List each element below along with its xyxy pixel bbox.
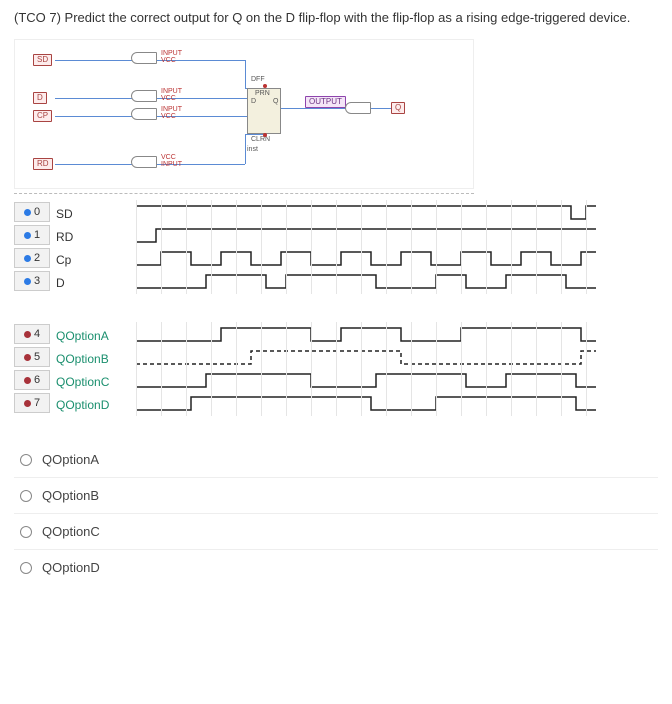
dot-prn [263,84,267,88]
pin-d: D [33,92,47,104]
vcc-box-3 [131,156,157,168]
answer-option-QOptionD[interactable]: QOptionD [14,550,658,585]
input-badge-1: 1 [14,225,50,245]
ff-dff-label: DFF [251,76,265,83]
output-label-QOptionD: QOptionD [56,395,136,415]
radio-QOptionD[interactable] [20,562,32,574]
wire-sd-down [245,60,246,88]
question-text: (TCO 7) Predict the correct output for Q… [14,10,658,25]
input-badge-0: 0 [14,202,50,222]
answer-label-QOptionD: QOptionD [42,560,100,575]
wave-D [136,271,658,291]
dot-clrn [263,133,267,137]
vcc-box-0 [131,52,157,64]
output-waves [136,324,658,416]
ff-q-label: Q [273,98,278,105]
vcc-label-0: INPUTVCC [161,50,182,64]
output-port-label: OUTPUT [305,96,346,108]
vcc-label-2: INPUTVCC [161,106,182,120]
input-label-SD: SD [56,204,136,224]
ff-inst-label: inst [247,146,258,153]
answer-options: QOptionA QOptionB QOptionC QOptionD [14,442,658,585]
wire-rd-into-clrn [245,134,263,135]
output-badges: 4 5 6 7 [14,324,56,416]
radio-QOptionC[interactable] [20,526,32,538]
output-signals-group: 4 5 6 7 QOptionA QOptionB QOptionC QOptionD [14,324,658,418]
vcc-label-1: INPUTVCC [161,88,182,102]
input-label-Cp: Cp [56,250,136,270]
input-signals-group: 0 1 2 3 SD RD Cp D [14,202,658,296]
input-waves [136,202,658,294]
input-labels: SD RD Cp D [56,202,136,296]
answer-label-QOptionA: QOptionA [42,452,99,467]
input-label-RD: RD [56,227,136,247]
wave-QOptionA [136,324,658,344]
answer-option-QOptionB[interactable]: QOptionB [14,478,658,514]
pin-sd: SD [33,54,52,66]
wave-Cp [136,248,658,268]
wave-QOptionC [136,370,658,390]
output-badge-4: 4 [14,324,50,344]
wire-rd-up [245,134,246,164]
wave-QOptionD [136,393,658,413]
answer-label-QOptionB: QOptionB [42,488,99,503]
input-label-D: D [56,273,136,293]
output-label-QOptionC: QOptionC [56,372,136,392]
output-badge-6: 6 [14,370,50,390]
radio-QOptionA[interactable] [20,454,32,466]
answer-option-QOptionC[interactable]: QOptionC [14,514,658,550]
wave-QOptionB [136,347,658,367]
input-badges: 0 1 2 3 [14,202,56,294]
wave-SD [136,202,658,222]
output-label-QOptionB: QOptionB [56,349,136,369]
radio-QOptionB[interactable] [20,490,32,502]
pin-q-out: Q [391,102,405,114]
input-badge-3: 3 [14,271,50,291]
out-buffer [345,102,371,114]
ff-clrn-label: CLRN [251,136,270,143]
output-label-QOptionA: QOptionA [56,326,136,346]
wave-RD [136,225,658,245]
vcc-label-3: VCCINPUT [161,154,182,168]
ff-prn-label: PRN [255,90,270,97]
output-labels: QOptionA QOptionB QOptionC QOptionD [56,324,136,418]
wire-q [281,108,401,109]
vcc-box-2 [131,108,157,120]
pin-cp: CP [33,110,52,122]
output-badge-7: 7 [14,393,50,413]
answer-option-QOptionA[interactable]: QOptionA [14,442,658,478]
circuit-diagram: SD D CP RD INPUTVCC INPUTVCC INPUTVCC VC… [14,39,474,189]
pin-rd: RD [33,158,53,170]
input-badge-2: 2 [14,248,50,268]
vcc-box-1 [131,90,157,102]
answer-label-QOptionC: QOptionC [42,524,100,539]
ff-d-label: D [251,98,256,105]
dashed-divider [14,193,474,194]
output-badge-5: 5 [14,347,50,367]
